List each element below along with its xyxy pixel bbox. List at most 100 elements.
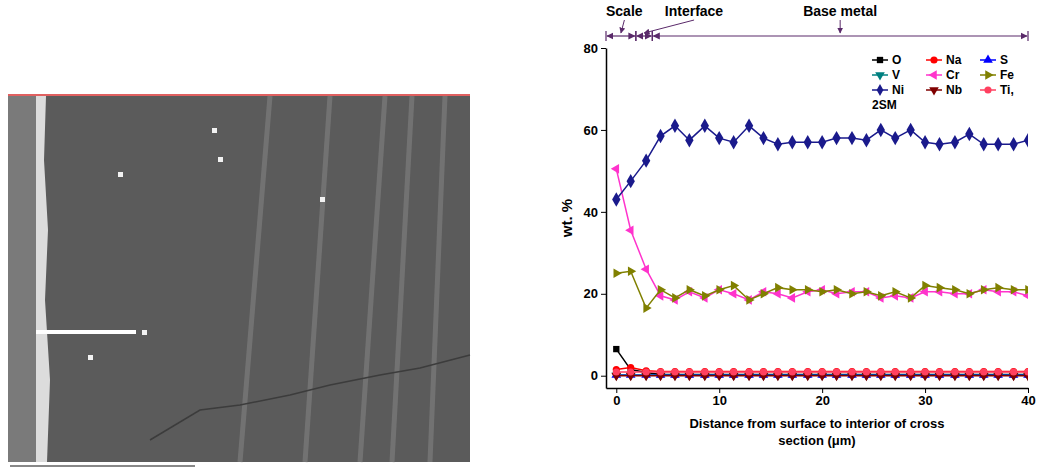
marker [966,368,973,375]
legend-marker [984,86,991,93]
marker [877,368,884,375]
marker [746,368,753,375]
marker [995,368,1002,375]
marker [671,368,678,375]
region-bracket [653,35,1027,36]
marker [775,283,783,293]
marker [760,368,767,375]
marker [966,368,973,375]
series [612,119,1028,207]
series [614,266,1028,312]
marker [922,368,929,375]
legend-entry: S [980,53,1008,67]
marker [819,368,826,375]
region-bracket [607,35,635,36]
marker [1010,368,1017,375]
marker [774,137,782,151]
marker [761,289,769,299]
marker [628,266,636,276]
region: Interface [636,3,724,41]
marker [715,131,723,145]
marker [701,119,709,133]
marker [951,368,958,375]
micrograph-particle [320,197,325,202]
region-label: Scale [606,3,643,19]
marker [728,289,736,299]
marker [643,369,649,375]
marker [981,285,989,295]
marker [774,368,781,375]
marker [951,135,959,149]
marker [937,283,945,293]
region-boundary [635,31,636,41]
region: Base metal [652,3,1028,41]
micrograph-scale-bar [10,465,195,467]
marker [790,285,798,295]
marker [613,368,620,375]
marker [760,368,767,375]
tick: 0 [591,368,606,383]
region-pointer [644,20,694,33]
legend-label: Na [946,53,962,67]
series-line [616,271,1028,308]
tick-mark [601,294,606,295]
marker [686,368,693,375]
tick-label: 60 [584,123,598,138]
marker [702,291,710,301]
legend-entry: Cr [926,68,960,82]
marker [788,135,796,149]
tick: 30 [918,388,932,408]
tick-label: 30 [918,393,932,408]
tick: 20 [584,286,606,301]
marker [805,285,813,295]
marker [1024,368,1028,375]
marker [892,368,899,375]
marker [922,368,929,375]
marker [907,368,914,375]
marker [612,192,620,206]
legend-label: S [1000,53,1008,67]
marker [877,123,885,137]
marker [1024,133,1028,147]
marker [671,119,679,133]
tick: 40 [1021,388,1035,408]
marker [907,123,915,137]
tick: 20 [815,388,829,408]
legend-label: Cr [946,68,960,82]
tick: 10 [712,388,726,408]
legend-marker [928,70,936,80]
region-pointer [621,20,624,33]
legend-note: 2SM [872,98,897,112]
legend-marker [929,87,939,95]
micrograph-mount [8,96,36,462]
micrograph-particle [118,172,123,177]
micrograph-ground [8,95,470,462]
marker [657,368,664,375]
marker [716,368,723,375]
marker [995,368,1002,375]
marker [1011,285,1019,295]
region: Scale [606,3,643,41]
legend-marker [930,56,937,63]
marker [848,368,855,375]
marker [625,225,633,235]
marker [965,127,973,141]
axis-line [607,388,1029,390]
marker [641,264,649,274]
micrograph-streak [240,96,270,462]
legend-entry: Ni [872,83,904,97]
marker [892,287,900,297]
tick: 60 [584,123,606,138]
micrograph-particle [142,330,147,335]
marker [643,368,650,375]
marker [833,368,840,375]
legend-entry: Na [926,53,962,67]
marker [746,368,753,375]
legend-label: V [892,68,900,82]
marker [819,368,826,375]
marker [643,303,651,313]
legend-entry: Fe [980,68,1014,82]
legend-entry: V [872,68,900,82]
marker [701,368,708,375]
marker [832,131,840,145]
